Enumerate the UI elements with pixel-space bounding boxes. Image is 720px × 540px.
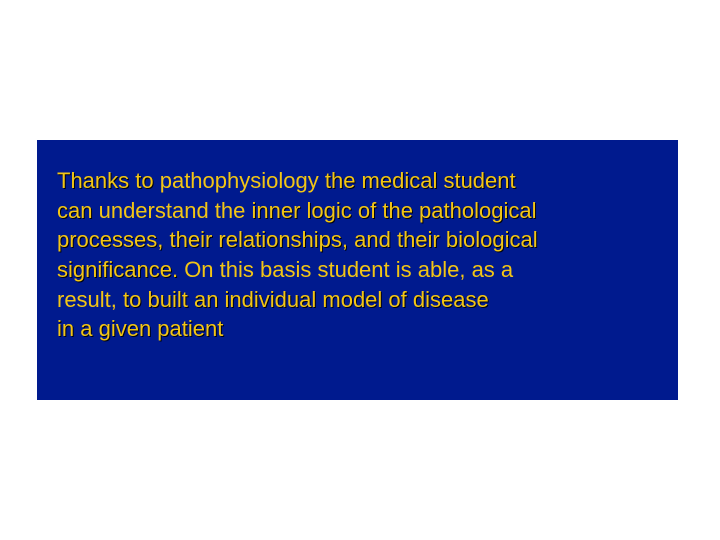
text-line: result, to built an individual model of … (57, 285, 658, 315)
text-segment: processes, their relationships, and thei… (57, 227, 538, 252)
slide-text: Thanks to pathophysiology the medical st… (57, 166, 658, 344)
text-segment: Thanks to (57, 168, 160, 193)
text-line: in a given patient (57, 314, 658, 344)
text-segment: pathophysiology (160, 168, 319, 193)
text-segment: understand the (99, 198, 252, 223)
text-line: Thanks to pathophysiology the medical st… (57, 166, 658, 196)
text-line: significance. On this basis student is a… (57, 255, 658, 285)
text-segment: in a given patient (57, 316, 223, 341)
text-segment: can (57, 198, 99, 223)
text-segment: to built an individual model of disease (123, 287, 489, 312)
text-line: processes, their relationships, and thei… (57, 225, 658, 255)
slide: Thanks to pathophysiology the medical st… (0, 0, 720, 540)
text-segment: significance. (57, 257, 184, 282)
text-segment: inner logic of the pathological (252, 198, 537, 223)
text-segment: the medical student (319, 168, 516, 193)
text-line: can understand the inner logic of the pa… (57, 196, 658, 226)
text-segment: result, (57, 287, 123, 312)
content-box: Thanks to pathophysiology the medical st… (37, 140, 678, 400)
text-segment: On this basis student is able, as a (184, 257, 513, 282)
